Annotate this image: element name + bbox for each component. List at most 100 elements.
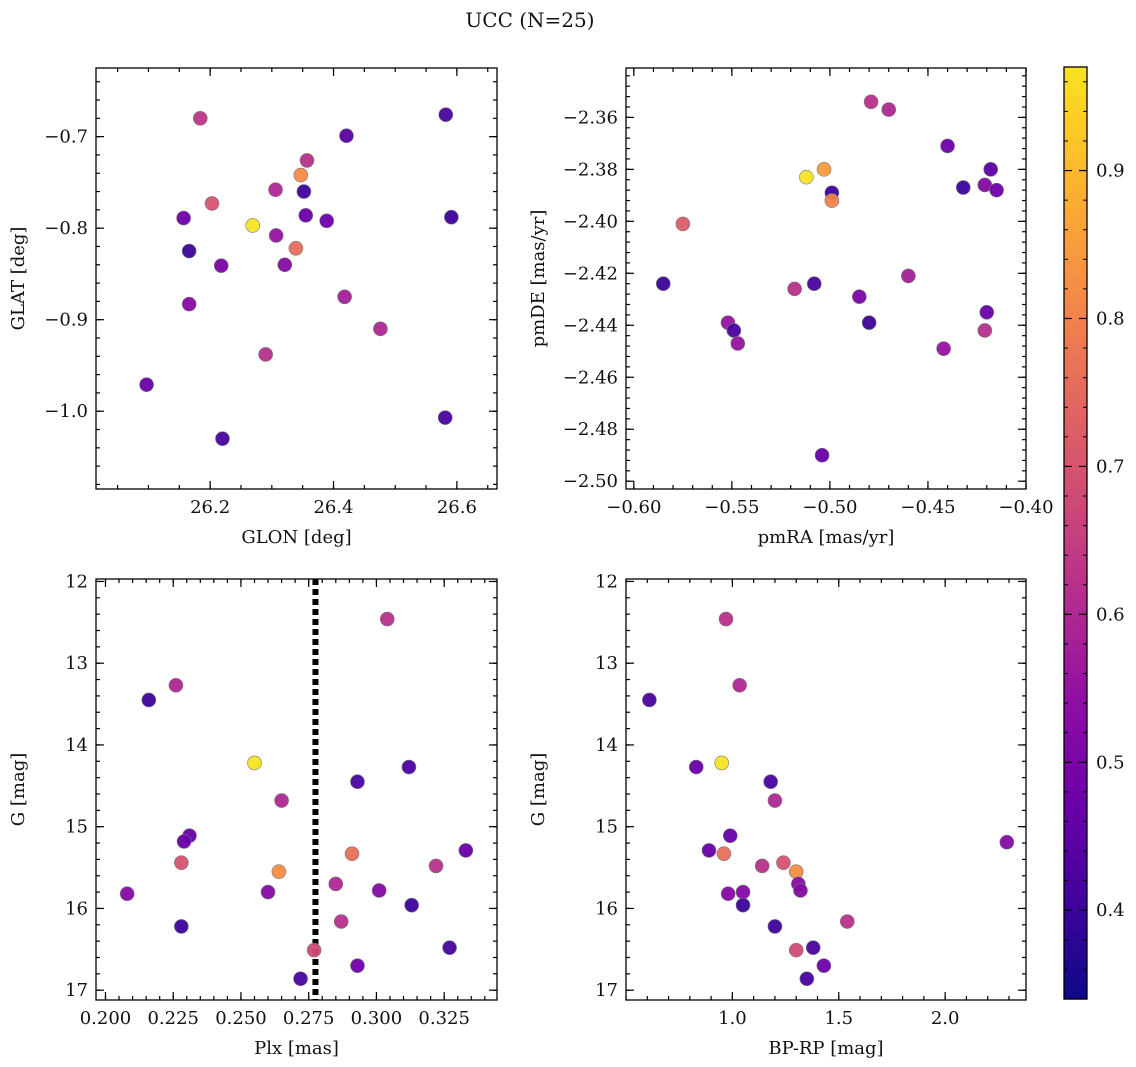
scatter-panel-1: 26.2 26.4 26.6 −1.0 −0.9 −0.8 −0.7 GLON [deg] GL…: [8, 67, 498, 548]
colorbar-segment: [1064, 797, 1087, 806]
colorbar-segment: [1064, 253, 1087, 262]
colorbar: 0.4 0.5 0.6 0.7 0.8 0.9: [1063, 66, 1125, 1000]
x-tick-label: −0.60: [606, 497, 661, 518]
y-tick-label: −2.40: [563, 211, 618, 232]
axes-frame: [95, 578, 498, 1001]
x-axis-label: BP-RP [mag]: [768, 1038, 883, 1059]
y-tick-label: −0.7: [44, 127, 88, 148]
scatter-point: [824, 193, 840, 208]
y-axis-label: pmDE [mas/yr]: [528, 210, 549, 348]
colorbar-segment: [1064, 245, 1087, 254]
colorbar-segment: [1064, 183, 1087, 192]
axis-ticks: [625, 579, 1026, 1000]
colorbar-segment: [1064, 67, 1087, 76]
y-axis-label: GLAT [deg]: [8, 227, 29, 331]
x-axis-label: GLON [deg]: [241, 527, 351, 548]
colorbar-segment: [1064, 261, 1087, 270]
colorbar-segment: [1064, 672, 1087, 682]
scatter-point: [767, 793, 783, 808]
colorbar-segment: [1064, 929, 1087, 938]
colorbar-frame: [1063, 66, 1088, 1000]
y-axis-label: G [mag]: [8, 753, 29, 826]
colorbar-segment: [1064, 486, 1087, 495]
colorbar-segment: [1064, 447, 1087, 456]
colorbar-segment: [1064, 595, 1087, 604]
scatter-point: [839, 914, 855, 929]
scatter-point: [735, 897, 751, 913]
colorbar-tick-label: 0.4: [1096, 900, 1125, 921]
colorbar-tick-label: 0.8: [1096, 308, 1125, 329]
colorbar-segment: [1064, 82, 1087, 91]
colorbar-segment: [1064, 432, 1087, 441]
colorbar-segment: [1064, 74, 1087, 84]
scatter-point: [816, 958, 832, 973]
colorbar-segment: [1064, 587, 1087, 596]
colorbar-segment: [1064, 750, 1087, 759]
colorbar-segment: [1064, 983, 1087, 992]
colorbar-segment: [1064, 509, 1087, 519]
y-tick-label: −2.44: [563, 315, 618, 336]
y-tick-label: −2.42: [563, 263, 618, 284]
scatter-point: [863, 94, 879, 110]
colorbar-segment: [1064, 237, 1087, 247]
x-tick-label: −0.45: [900, 497, 955, 518]
colorbar-segment: [1064, 696, 1087, 705]
colorbar-segment: [1064, 602, 1087, 612]
colorbar-segment: [1064, 144, 1087, 154]
scatter-point: [718, 611, 734, 627]
scatter-point: [296, 184, 312, 199]
scatter-point: [268, 182, 283, 198]
y-tick-label: −1.0: [44, 401, 88, 422]
colorbar-segment: [1064, 851, 1087, 860]
scatter-point: [732, 677, 747, 693]
y-tick-label: 16: [595, 898, 618, 919]
colorbar-segment: [1064, 556, 1087, 565]
colorbar-tick-label: 0.6: [1096, 604, 1125, 625]
colorbar-segment: [1064, 276, 1087, 286]
colorbar-segment: [1064, 688, 1087, 697]
scatter-point: [901, 268, 916, 284]
x-axis-label: Plx [mas]: [254, 1038, 339, 1059]
y-tick-label: −2.36: [563, 107, 618, 128]
colorbar-segment: [1064, 191, 1087, 200]
y-tick-label: 13: [65, 653, 88, 674]
scatter-point: [763, 774, 778, 790]
colorbar-segment: [1064, 913, 1087, 922]
scatter-point: [181, 296, 197, 312]
colorbar-segment: [1064, 455, 1087, 464]
scatter-point: [861, 315, 877, 330]
scatter-panel-3: 0.200 0.225 0.250 0.275 0.300 0.325 12 13 14 15 16…: [8, 571, 498, 1059]
scatter-point: [260, 884, 276, 900]
colorbar-segment: [1064, 665, 1087, 674]
colorbar-segment: [1064, 533, 1087, 542]
scatter-point: [404, 897, 419, 913]
colorbar-segment: [1064, 160, 1087, 169]
scatter-point: [299, 153, 315, 168]
colorbar-segment: [1064, 230, 1087, 239]
colorbar-segment: [1064, 874, 1087, 884]
scatter-point: [881, 102, 897, 117]
colorbar-segment: [1064, 292, 1087, 301]
scatter-point: [730, 336, 746, 351]
colorbar-segment: [1064, 424, 1087, 433]
scatter-point: [983, 162, 999, 177]
colorbar-segment: [1064, 494, 1087, 503]
colorbar-segment: [1064, 385, 1087, 394]
scatter-point: [787, 281, 802, 297]
y-tick-label: −0.9: [44, 310, 88, 331]
scatter-point: [277, 257, 293, 273]
scatter-point: [337, 289, 352, 305]
colorbar-segment: [1064, 416, 1087, 425]
y-tick-label: 17: [65, 980, 88, 1001]
scatter-point: [333, 914, 349, 929]
colorbar-segment: [1064, 727, 1087, 736]
scatter-point: [989, 182, 1004, 198]
scatter-point: [720, 886, 736, 902]
scatter-point: [955, 180, 971, 195]
scatter-point: [306, 942, 322, 958]
x-tick-label: −0.50: [802, 497, 857, 518]
scatter-point: [816, 162, 832, 177]
scatter-point: [204, 196, 220, 211]
colorbar-segment: [1064, 346, 1087, 355]
colorbar-segment: [1064, 944, 1087, 953]
